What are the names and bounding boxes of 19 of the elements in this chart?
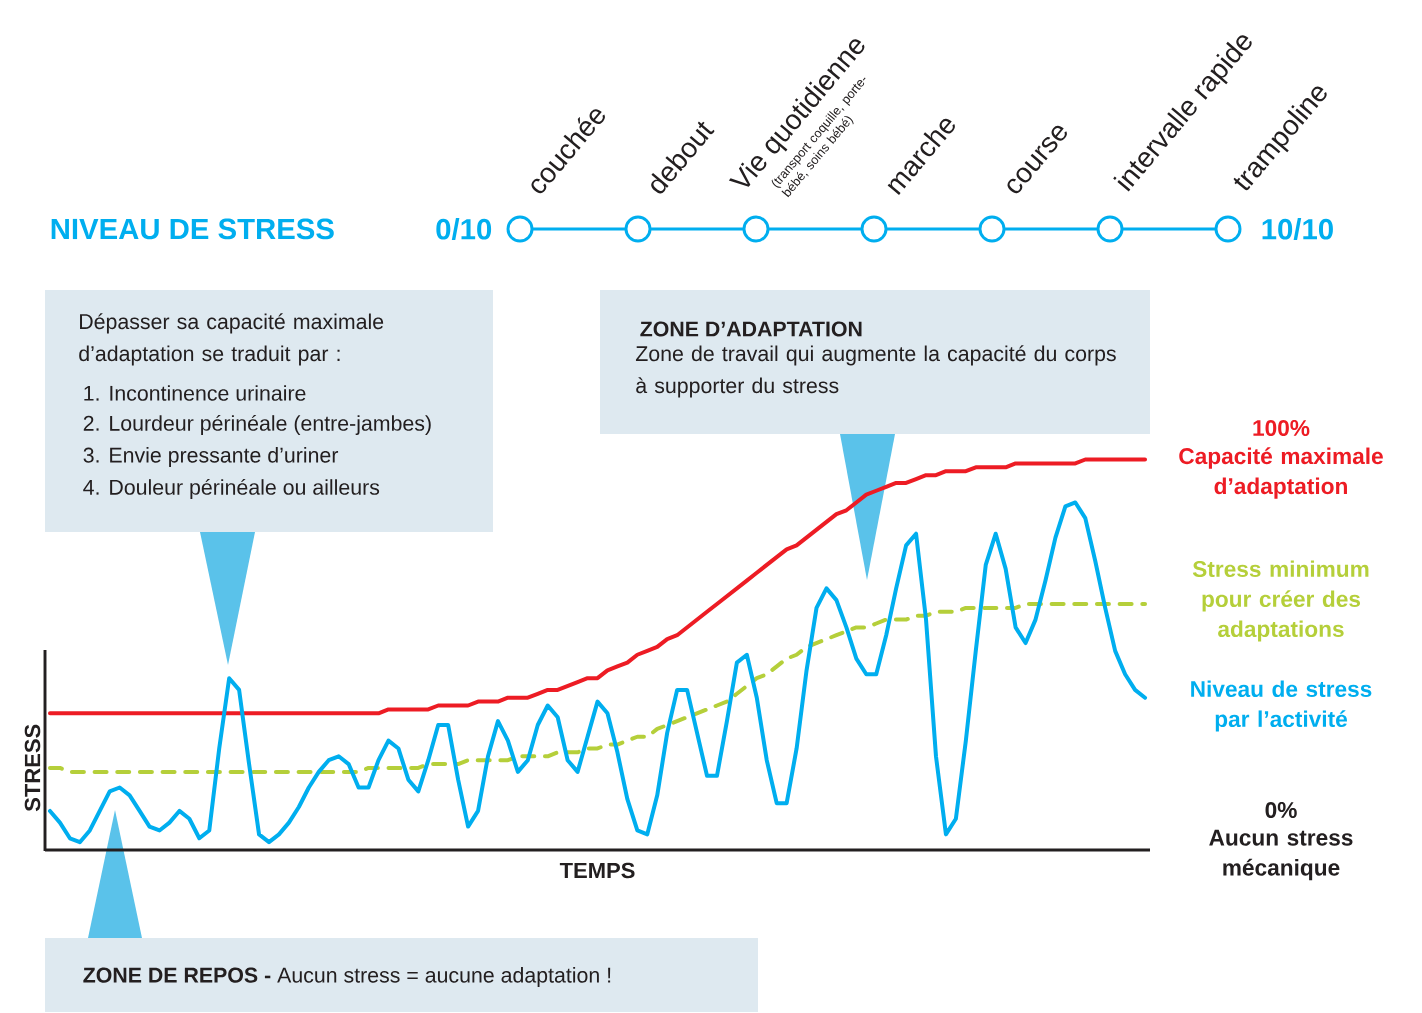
text: Aucun stress mécanique [1209, 829, 1353, 881]
text: NIVEAU DE STRESS [51, 218, 334, 240]
text: 1. Incontinence urinaire [84, 385, 306, 401]
x-axis-title: TEMPS [559, 862, 635, 879]
text: 10/10 [1262, 218, 1333, 240]
text: Dépasser sa capacité maximale d’adaptation se traduit par : [79, 313, 384, 366]
y-axis-title: STRESS [24, 724, 41, 812]
text: 100% [1253, 419, 1310, 437]
text: Niveau de stress par l’activité [1191, 680, 1372, 732]
text: ZONE D’ADAPTATION [640, 321, 862, 337]
text: 2. Lourdeur périnéale (entre-jambes) [83, 414, 431, 436]
text: ZONE DE REPOS - Aucun stress = aucune adaptation ! [83, 967, 611, 987]
annotation: 3. Envie pressante d’uriner [83, 447, 339, 467]
text: Zone de travail qui augmente la capacité du corps à supporter du stress [635, 345, 1116, 398]
text: 0/10 [436, 218, 492, 240]
series-label: Capacité maximale d’adaptation [1179, 447, 1383, 499]
text: Stress minimum pour créer des adaptations [1192, 560, 1369, 642]
annotation: 4. Douleur périnéale ou ailleurs [83, 478, 380, 500]
text: 0% [1265, 801, 1297, 819]
